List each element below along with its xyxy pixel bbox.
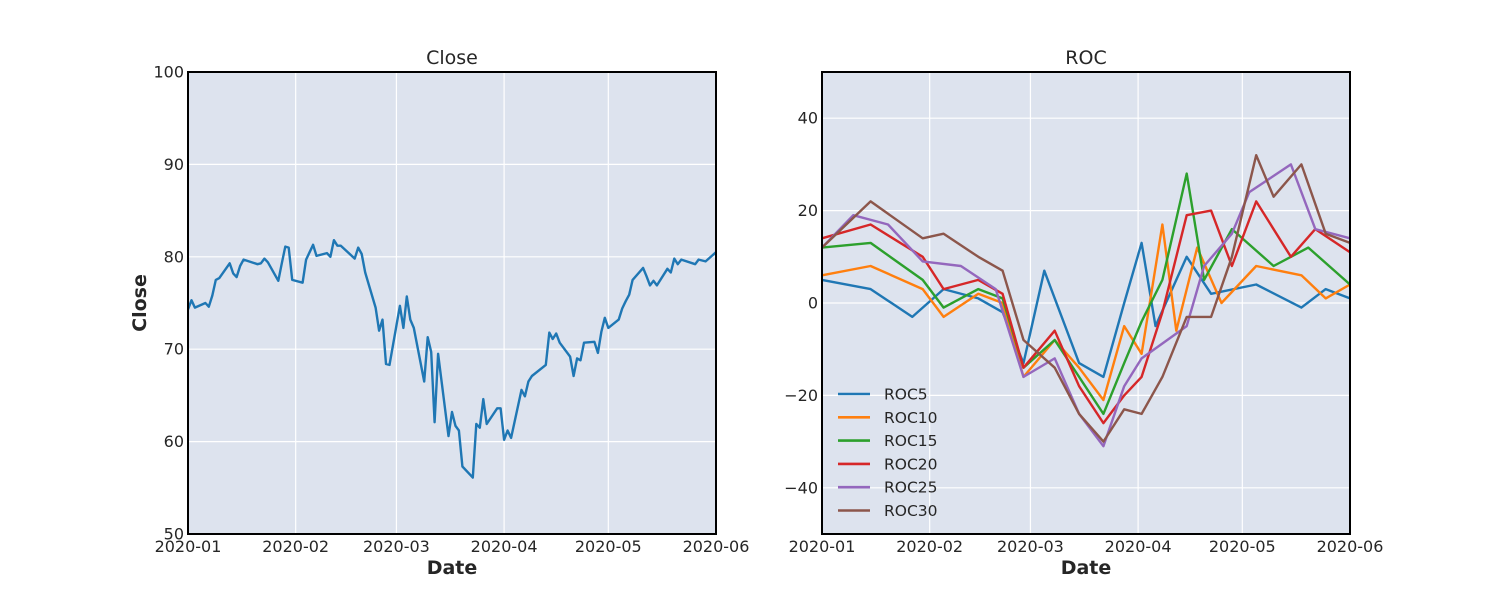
roc15-series-line <box>821 172 1351 416</box>
roc25-series-line <box>821 163 1351 448</box>
roc25-legend-label: ROC25 <box>884 479 938 497</box>
roc-x-tick-label: 2020-01 <box>789 537 856 556</box>
close-y-tick-label: 60 <box>164 432 184 451</box>
roc30-series-line <box>821 154 1351 443</box>
roc-plot-frame <box>821 71 1351 535</box>
close-plot-area <box>188 72 716 534</box>
close-x-tick-label: 2020-04 <box>471 537 538 556</box>
roc30-legend-label: ROC30 <box>884 502 938 520</box>
roc-x-tick-label: 2020-05 <box>1209 537 1276 556</box>
close-x-tick-label: 2020-02 <box>262 537 329 556</box>
roc-y-tick-label: 0 <box>808 294 818 313</box>
close-x-tick-label: 2020-05 <box>575 537 642 556</box>
close-y-axis-label: Close <box>129 274 151 332</box>
roc20-legend-label: ROC20 <box>884 455 938 473</box>
close-tick-labels: 2020-01 2020-02 2020-03 2020-04 2020-05 2020-… <box>153 63 749 557</box>
roc-tick-labels: 2020-01 2020-02 2020-03 2020-04 2020-05 2020-… <box>784 109 1383 556</box>
roc-y-tick-label: 40 <box>798 109 818 128</box>
close-y-tick-label: 90 <box>164 155 184 174</box>
roc10-legend-label: ROC10 <box>884 409 938 427</box>
roc-y-tick-label: 20 <box>798 201 818 220</box>
roc-x-tick-label: 2020-06 <box>1317 537 1384 556</box>
roc5-legend-label: ROC5 <box>884 386 928 404</box>
roc10-series-line <box>821 223 1351 402</box>
roc-legend: ROC5 ROC10 ROC15 ROC20 ROC25 ROC30 <box>838 386 938 520</box>
roc-series-layer <box>821 154 1351 448</box>
roc-chart: 2020-01 2020-02 2020-03 2020-04 2020-05 2020-… <box>784 47 1383 579</box>
roc-x-tick-label: 2020-04 <box>1105 537 1172 556</box>
roc-x-tick-label: 2020-03 <box>997 537 1064 556</box>
close-series-layer <box>186 239 717 479</box>
close-series-line <box>186 239 717 479</box>
roc-y-tick-label: −20 <box>784 386 818 405</box>
close-y-tick-label: 70 <box>164 340 184 359</box>
close-plot-frame <box>187 71 717 535</box>
close-chart-title: Close <box>426 47 478 69</box>
close-chart: 2020-01 2020-02 2020-03 2020-04 2020-05 2020-… <box>129 47 749 579</box>
close-x-tick-label: 2020-03 <box>363 537 430 556</box>
close-x-tick-label: 2020-01 <box>155 537 222 556</box>
roc-x-tick-label: 2020-02 <box>896 537 963 556</box>
close-x-axis-label: Date <box>427 557 478 579</box>
close-y-tick-label: 50 <box>164 525 184 544</box>
roc15-legend-label: ROC15 <box>884 432 938 450</box>
close-y-tick-label: 100 <box>153 63 184 82</box>
roc-chart-title: ROC <box>1065 47 1106 69</box>
close-x-tick-label: 2020-06 <box>683 537 750 556</box>
roc-x-axis-label: Date <box>1061 557 1112 579</box>
roc-y-tick-label: −40 <box>784 478 818 497</box>
close-y-tick-label: 80 <box>164 247 184 266</box>
roc20-series-line <box>821 200 1351 425</box>
